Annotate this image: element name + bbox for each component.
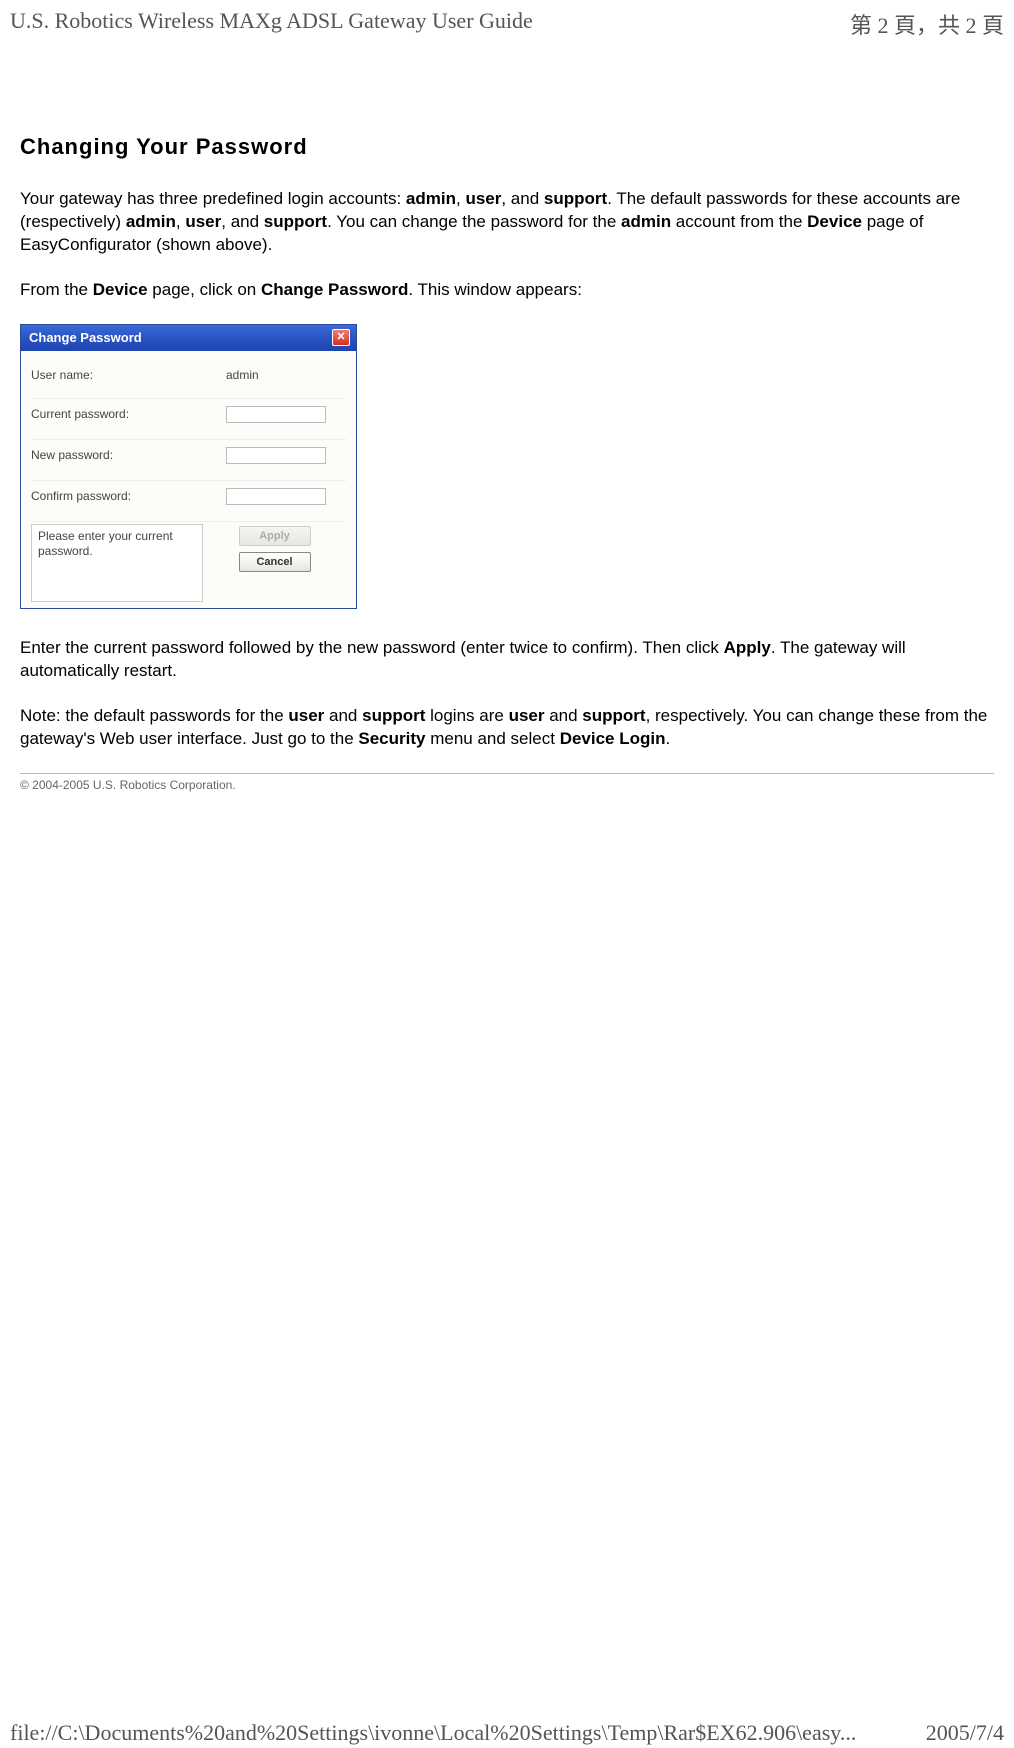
row-username: User name: admin: [31, 361, 346, 399]
footer-date: 2005/7/4: [926, 1720, 1004, 1746]
paragraph-1: Your gateway has three predefined login …: [20, 188, 994, 257]
dialog-body: User name: admin Current password: New p…: [21, 351, 356, 608]
bold-text: user: [185, 212, 221, 231]
text: Enter the current password followed by t…: [20, 638, 724, 657]
bold-text: user: [288, 706, 324, 725]
bold-text: support: [362, 706, 425, 725]
bold-text: Device: [807, 212, 862, 231]
bold-text: admin: [621, 212, 671, 231]
bold-text: support: [544, 189, 607, 208]
hint-box: Please enter your current password.: [31, 524, 203, 602]
text: page, click on: [148, 280, 261, 299]
bold-text: Device: [93, 280, 148, 299]
text: Your gateway has three predefined login …: [20, 189, 406, 208]
current-password-label: Current password:: [31, 407, 226, 421]
text: menu and select: [425, 729, 559, 748]
apply-button[interactable]: Apply: [239, 526, 311, 546]
username-label: User name:: [31, 368, 226, 382]
dialog-title: Change Password: [29, 330, 142, 345]
dialog-bottom: Please enter your current password. Appl…: [31, 522, 346, 602]
confirm-password-label: Confirm password:: [31, 489, 226, 503]
text: .: [666, 729, 671, 748]
copyright: © 2004-2005 U.S. Robotics Corporation.: [20, 778, 994, 792]
paragraph-4: Note: the default passwords for the user…: [20, 705, 994, 751]
current-password-input[interactable]: [226, 406, 326, 423]
text: . You can change the password for the: [327, 212, 621, 231]
row-confirm-password: Confirm password:: [31, 481, 346, 522]
text: ,: [176, 212, 185, 231]
text: and: [324, 706, 362, 725]
text: . This window appears:: [408, 280, 582, 299]
text: and: [544, 706, 582, 725]
text: , and: [221, 212, 264, 231]
footer-path: file://C:\Documents%20and%20Settings\ivo…: [10, 1720, 856, 1746]
page-header: U.S. Robotics Wireless MAXg ADSL Gateway…: [0, 0, 1014, 44]
section-title: Changing Your Password: [20, 134, 994, 160]
text: account from the: [671, 212, 807, 231]
content-area: Changing Your Password Your gateway has …: [0, 44, 1014, 792]
bold-text: admin: [126, 212, 176, 231]
paragraph-3: Enter the current password followed by t…: [20, 637, 994, 683]
bold-text: Change Password: [261, 280, 408, 299]
text: , and: [501, 189, 544, 208]
username-value: admin: [226, 368, 259, 382]
button-column: Apply Cancel: [203, 524, 346, 602]
dialog-titlebar: Change Password ✕: [21, 325, 356, 351]
row-current-password: Current password:: [31, 399, 346, 440]
text: Note: the default passwords for the: [20, 706, 288, 725]
new-password-label: New password:: [31, 448, 226, 462]
bold-text: Apply: [724, 638, 771, 657]
row-new-password: New password:: [31, 440, 346, 481]
bold-text: support: [582, 706, 645, 725]
close-icon[interactable]: ✕: [332, 329, 350, 346]
bold-text: admin: [406, 189, 456, 208]
bold-text: user: [465, 189, 501, 208]
bold-text: Security: [358, 729, 425, 748]
text: logins are: [425, 706, 508, 725]
confirm-password-input[interactable]: [226, 488, 326, 505]
bold-text: user: [509, 706, 545, 725]
text: From the: [20, 280, 93, 299]
bold-text: support: [264, 212, 327, 231]
page-footer: file://C:\Documents%20and%20Settings\ivo…: [0, 1720, 1014, 1746]
paragraph-2: From the Device page, click on Change Pa…: [20, 279, 994, 302]
divider: [20, 773, 994, 774]
cancel-button[interactable]: Cancel: [239, 552, 311, 572]
header-page-count: 第 2 頁，共 2 頁: [850, 8, 1004, 40]
change-password-dialog: Change Password ✕ User name: admin Curre…: [20, 324, 357, 609]
new-password-input[interactable]: [226, 447, 326, 464]
header-title: U.S. Robotics Wireless MAXg ADSL Gateway…: [10, 8, 533, 40]
bold-text: Device Login: [560, 729, 666, 748]
